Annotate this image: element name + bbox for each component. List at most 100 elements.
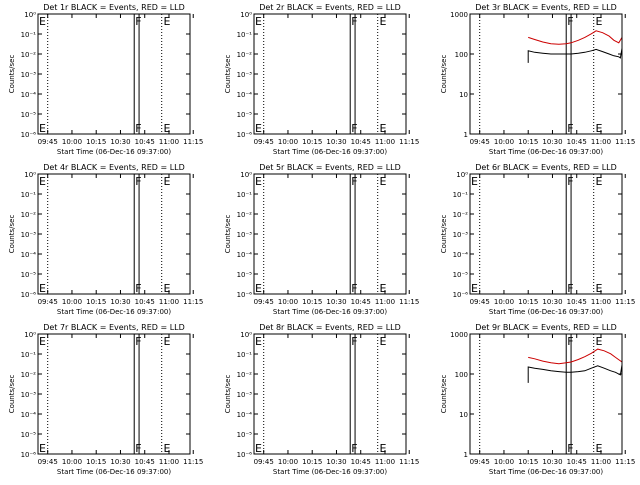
x-tick-label: 09:45 xyxy=(38,298,58,306)
flag-band xyxy=(349,333,356,455)
series-line-events xyxy=(527,364,623,383)
x-tick-label: 11:00 xyxy=(591,298,611,306)
y-tick-label: 1000 xyxy=(450,11,468,19)
flag-label-bottom: E xyxy=(39,442,46,455)
flag-band xyxy=(565,333,572,455)
y-tick-label: 10⁻⁴ xyxy=(237,91,253,99)
flag-label-bottom: F xyxy=(135,282,141,295)
x-tick-label: 11:00 xyxy=(591,138,611,146)
flag-label-top: E xyxy=(255,175,262,188)
series-line-lld xyxy=(528,30,623,45)
x-tick-label: 10:15 xyxy=(302,138,322,146)
flag-label-top: E xyxy=(164,335,171,348)
y-tick-label: 10⁻¹ xyxy=(21,31,37,39)
flag-label-bottom: F xyxy=(567,282,573,295)
y-tick-label: 10⁰ xyxy=(24,11,36,19)
flag-label-bottom: E xyxy=(39,122,46,135)
x-tick-label: 10:00 xyxy=(278,298,298,306)
plot-frame xyxy=(469,13,623,135)
y-tick-label: 1000 xyxy=(450,331,468,339)
y-tick-label: 10⁰ xyxy=(240,331,252,339)
x-tick-label: 10:45 xyxy=(351,138,371,146)
chart-panel-9: Det 9r BLACK = Events, RED = LLD 1000 100 1… xyxy=(440,323,635,476)
flag-label-bottom: E xyxy=(380,122,387,135)
y-tick-label: 10⁻³ xyxy=(237,71,253,79)
y-tick-label: 10⁻⁴ xyxy=(453,251,469,259)
x-tick-label: 11:00 xyxy=(591,458,611,466)
x-axis-label: Start Time (06-Dec-16 09:37:00) xyxy=(273,468,387,476)
chart-title: Det 7r BLACK = Events, RED = LLD xyxy=(43,323,185,332)
flag-band xyxy=(133,333,140,455)
x-tick-label: 10:45 xyxy=(567,298,587,306)
x-tick-label: 10:30 xyxy=(326,298,346,306)
flag-band xyxy=(349,173,356,295)
x-axis-label: Start Time (06-Dec-16 09:37:00) xyxy=(57,468,171,476)
y-axis-label: Counts/sec xyxy=(8,55,16,94)
x-axis-label: Start Time (06-Dec-16 09:37:00) xyxy=(489,308,603,316)
x-tick-label: 10:30 xyxy=(542,298,562,306)
y-tick-label: 10⁻² xyxy=(21,51,37,59)
flag-label-top: E xyxy=(596,335,603,348)
flag-band xyxy=(565,173,572,295)
x-tick-label: 10:15 xyxy=(518,298,538,306)
flag-label-bottom: E xyxy=(380,282,387,295)
plot-frame xyxy=(253,13,407,135)
x-tick-label: 10:30 xyxy=(110,298,130,306)
x-tick-label: 11:15 xyxy=(183,298,203,306)
x-tick-label: 10:45 xyxy=(351,458,371,466)
flag-label-top: F xyxy=(567,175,573,188)
chart-title: Det 5r BLACK = Events, RED = LLD xyxy=(259,163,401,172)
flag-label-top: E xyxy=(39,175,46,188)
x-tick-label: 10:15 xyxy=(86,138,106,146)
flag-band xyxy=(133,173,140,295)
x-tick-label: 10:45 xyxy=(135,298,155,306)
flag-band xyxy=(565,13,572,135)
y-tick-label: 10⁻⁵ xyxy=(237,431,253,439)
y-tick-label: 10⁰ xyxy=(456,171,468,179)
flag-label-bottom: E xyxy=(596,442,603,455)
flag-label-bottom: E xyxy=(255,442,262,455)
x-tick-label: 10:45 xyxy=(135,138,155,146)
y-axis-label: Counts/sec xyxy=(8,215,16,254)
y-tick-label: 10⁻⁵ xyxy=(453,271,469,279)
flag-label-bottom: F xyxy=(351,442,357,455)
y-tick-label: 10⁻⁶ xyxy=(21,131,37,139)
y-tick-label: 10⁰ xyxy=(240,171,252,179)
chart-title: Det 8r BLACK = Events, RED = LLD xyxy=(259,323,401,332)
flag-label-bottom: E xyxy=(164,122,171,135)
flag-band xyxy=(349,13,356,135)
chart-panel-5: Det 5r BLACK = Events, RED = LLD 10⁰ 10⁻¹ 1… xyxy=(224,163,419,316)
y-tick-label: 10⁻⁶ xyxy=(237,291,253,299)
y-axis-label: Counts/sec xyxy=(224,215,232,254)
y-tick-label: 10⁻³ xyxy=(21,231,37,239)
flag-label-top: E xyxy=(596,15,603,28)
x-axis-label: Start Time (06-Dec-16 09:37:00) xyxy=(57,308,171,316)
y-tick-label: 10⁰ xyxy=(24,331,36,339)
y-tick-label: 100 xyxy=(455,51,468,59)
x-tick-label: 10:30 xyxy=(542,138,562,146)
flag-label-top: F xyxy=(567,15,573,28)
y-tick-label: 10⁻¹ xyxy=(237,31,253,39)
x-axis-label: Start Time (06-Dec-16 09:37:00) xyxy=(273,148,387,156)
y-tick-label: 10⁻¹ xyxy=(453,191,469,199)
x-tick-label: 11:15 xyxy=(183,138,203,146)
x-axis-label: Start Time (06-Dec-16 09:37:00) xyxy=(489,468,603,476)
x-axis-label: Start Time (06-Dec-16 09:37:00) xyxy=(273,308,387,316)
chart-panel-7: Det 7r BLACK = Events, RED = LLD 10⁰ 10⁻¹ 1… xyxy=(8,323,203,476)
x-tick-label: 11:15 xyxy=(615,298,635,306)
y-tick-label: 10⁻⁴ xyxy=(21,251,37,259)
x-tick-label: 11:00 xyxy=(159,458,179,466)
y-tick-label: 10⁻² xyxy=(453,211,469,219)
flag-label-top: F xyxy=(351,15,357,28)
x-tick-label: 09:45 xyxy=(470,458,490,466)
x-axis-label: Start Time (06-Dec-16 09:37:00) xyxy=(57,148,171,156)
x-tick-label: 10:30 xyxy=(542,458,562,466)
x-tick-label: 11:15 xyxy=(399,138,419,146)
flag-label-bottom: E xyxy=(255,282,262,295)
y-tick-label: 10⁻³ xyxy=(453,231,469,239)
plot-frame xyxy=(469,173,623,295)
x-tick-label: 10:15 xyxy=(302,458,322,466)
y-tick-label: 10⁻³ xyxy=(21,391,37,399)
flag-label-top: E xyxy=(39,15,46,28)
